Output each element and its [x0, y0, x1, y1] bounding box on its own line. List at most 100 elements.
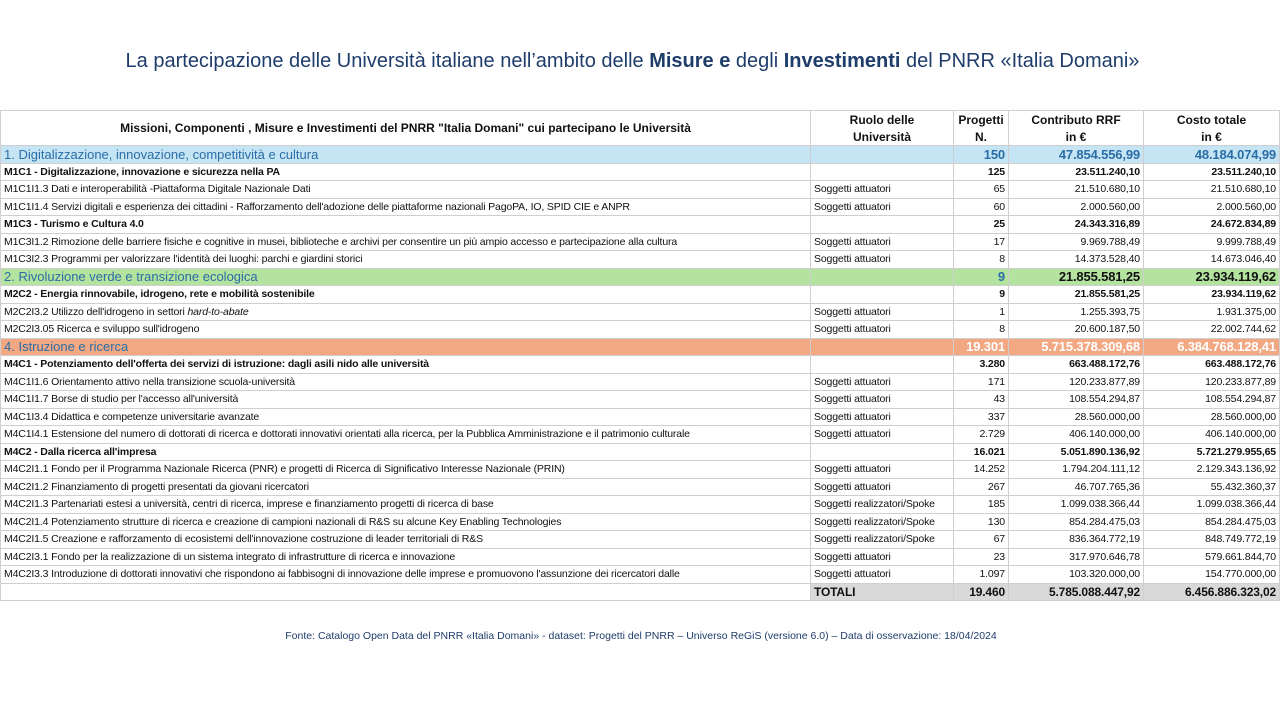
progetti-cell: 1.097	[953, 565, 1009, 584]
data-table: Missioni, Componenti , Misure e Investim…	[0, 110, 1280, 601]
contributo-cell: 5.051.890.136,92	[1008, 442, 1144, 461]
column-header: in €	[1008, 128, 1144, 146]
total-contributo: 5.785.088.447,92	[1008, 582, 1144, 601]
contributo-cell: 120.233.877,89	[1008, 372, 1144, 391]
component-row: M2C2 - Energia rinnovabile, idrogeno, re…	[0, 285, 1280, 304]
costo-cell: 23.511.240,10	[1143, 162, 1280, 181]
row-label-text: M2C2I3.2 Utilizzo dell'idrogeno in setto…	[4, 305, 188, 318]
ruolo-text: Soggetti realizzatori/Spoke	[814, 533, 935, 546]
column-header: Ruolo delle	[810, 110, 954, 128]
progetti-cell: 67	[953, 530, 1009, 549]
costo-value: 120.233.877,89	[1205, 375, 1276, 388]
item-row: M4C1I3.4 Didattica e competenze universi…	[0, 407, 1280, 426]
row-label-text: M4C2I1.1 Fondo per il Programma Nazional…	[4, 463, 565, 476]
progetti-value: 337	[987, 410, 1005, 423]
costo-cell: 9.999.788,49	[1143, 232, 1280, 251]
column-header: N.	[953, 128, 1009, 146]
contributo-cell: 21.855.581,25	[1008, 267, 1144, 286]
contributo-value: 108.554.294,87	[1069, 393, 1140, 406]
row-label-text: M1C1I1.3 Dati e interoperabilità -Piatta…	[4, 183, 311, 196]
row-label: M4C2I3.3 Introduzione di dottorati innov…	[0, 565, 811, 584]
progetti-value: 1.097	[979, 568, 1005, 581]
progetti-cell: 16.021	[953, 442, 1009, 461]
contributo-cell: 836.364.772,19	[1008, 530, 1144, 549]
row-label: M4C1I4.1 Estensione del numero di dottor…	[0, 425, 811, 444]
ruolo-cell: Soggetti attuatori	[810, 197, 954, 216]
contributo-cell: 2.000.560,00	[1008, 197, 1144, 216]
row-label: M1C1I1.4 Servizi digitali e esperienza d…	[0, 197, 811, 216]
costo-value: 48.184.074,99	[1194, 146, 1276, 162]
ruolo-text: Soggetti attuatori	[814, 323, 891, 336]
progetti-cell: 267	[953, 477, 1009, 496]
column-header: Progetti	[953, 110, 1009, 128]
progetti-value: 67	[993, 533, 1006, 546]
costo-cell: 55.432.360,37	[1143, 477, 1280, 496]
progetti-cell: 65	[953, 180, 1009, 199]
ruolo-cell: Soggetti attuatori	[810, 302, 954, 321]
ruolo-cell: Soggetti attuatori	[810, 250, 954, 269]
costo-cell: 120.233.877,89	[1143, 372, 1280, 391]
ruolo-cell	[810, 215, 954, 234]
progetti-value: 185	[987, 498, 1005, 511]
section-row: 4. Istruzione e ricerca 19.301 5.715.378.3…	[0, 337, 1280, 356]
row-label-text: M4C2I3.1 Fondo per la realizzazione di u…	[4, 550, 456, 563]
costo-cell: 5.721.279.955,65	[1143, 442, 1280, 461]
source-note: Fonte: Catalogo Open Data del PNRR «Ital…	[285, 630, 997, 642]
column-header-text: N.	[975, 129, 987, 144]
costo-cell: 6.384.768.128,41	[1143, 337, 1280, 356]
ruolo-cell: Soggetti attuatori	[810, 407, 954, 426]
ruolo-cell	[810, 145, 954, 164]
column-header: Contributo RRF	[1008, 110, 1144, 128]
row-label-text: M4C1 - Potenziamento dell'offerta dei se…	[4, 358, 429, 371]
costo-value: 24.672.834,89	[1210, 218, 1276, 231]
ruolo-cell: Soggetti attuatori	[810, 372, 954, 391]
contributo-value: 1.794.204.111,12	[1062, 463, 1140, 476]
section-row: 1. Digitalizzazione, innovazione, compet…	[0, 145, 1280, 164]
row-label-text: M4C1I3.4 Didattica e competenze universi…	[4, 410, 260, 423]
progetti-value: 60	[993, 200, 1006, 213]
ruolo-cell: Soggetti realizzatori/Spoke	[810, 495, 954, 514]
row-label: M2C2 - Energia rinnovabile, idrogeno, re…	[0, 285, 811, 304]
contributo-cell: 46.707.765,36	[1008, 477, 1144, 496]
progetti-cell: 9	[953, 285, 1009, 304]
ruolo-cell	[810, 267, 954, 286]
ruolo-cell: Soggetti attuatori	[810, 390, 954, 409]
total-value: 6.456.886.323,02	[1184, 584, 1276, 599]
contributo-cell: 21.510.680,10	[1008, 180, 1144, 199]
progetti-cell: 17	[953, 232, 1009, 251]
item-row: M2C2I3.05 Ricerca e sviluppo sull'idroge…	[0, 320, 1280, 339]
contributo-cell: 20.600.187,50	[1008, 320, 1144, 339]
costo-value: 1.931.375,00	[1216, 305, 1276, 318]
section-row: 2. Rivoluzione verde e transizione ecolo…	[0, 267, 1280, 286]
item-row: M4C2I3.3 Introduzione di dottorati innov…	[0, 565, 1280, 584]
contributo-value: 21.510.680,10	[1074, 183, 1140, 196]
costo-value: 55.432.360,37	[1210, 480, 1276, 493]
component-row: M1C1 - Digitalizzazione, innovazione e s…	[0, 162, 1280, 181]
progetti-cell: 2.729	[953, 425, 1009, 444]
total-value: 5.785.088.447,92	[1048, 584, 1140, 599]
costo-value: 23.934.119,62	[1211, 288, 1276, 301]
progetti-cell: 25	[953, 215, 1009, 234]
progetti-value: 150	[983, 146, 1005, 162]
table-body: 1. Digitalizzazione, innovazione, compet…	[0, 145, 1280, 601]
row-label: M4C1I1.6 Orientamento attivo nella trans…	[0, 372, 811, 391]
column-header-text: Costo totale	[1176, 112, 1247, 127]
costo-cell: 1.931.375,00	[1143, 302, 1280, 321]
contributo-value: 2.000.560,00	[1080, 200, 1140, 213]
contributo-value: 14.373.528,40	[1074, 253, 1140, 266]
ruolo-cell: Soggetti attuatori	[810, 232, 954, 251]
costo-cell: 154.770.000,00	[1143, 565, 1280, 584]
title-part: degli	[730, 50, 784, 72]
row-label: M4C2I1.2 Finanziamento di progetti prese…	[0, 477, 811, 496]
column-header-text: Ruolo delle	[849, 112, 915, 127]
item-row: M4C1I1.7 Borse di studio per l'accesso a…	[0, 390, 1280, 409]
row-label: M4C1 - Potenziamento dell'offerta dei se…	[0, 355, 811, 374]
contributo-value: 406.140.000,00	[1069, 428, 1140, 441]
progetti-value: 125	[987, 165, 1005, 178]
contributo-value: 103.320.000,00	[1069, 568, 1140, 581]
total-row: TOTALI 19.460 5.785.088.447,92 6.456.886.32…	[0, 582, 1280, 601]
progetti-value: 9	[999, 288, 1005, 301]
contributo-cell: 24.343.316,89	[1008, 215, 1144, 234]
costo-cell: 23.934.119,62	[1143, 285, 1280, 304]
ruolo-cell: Soggetti attuatori	[810, 565, 954, 584]
